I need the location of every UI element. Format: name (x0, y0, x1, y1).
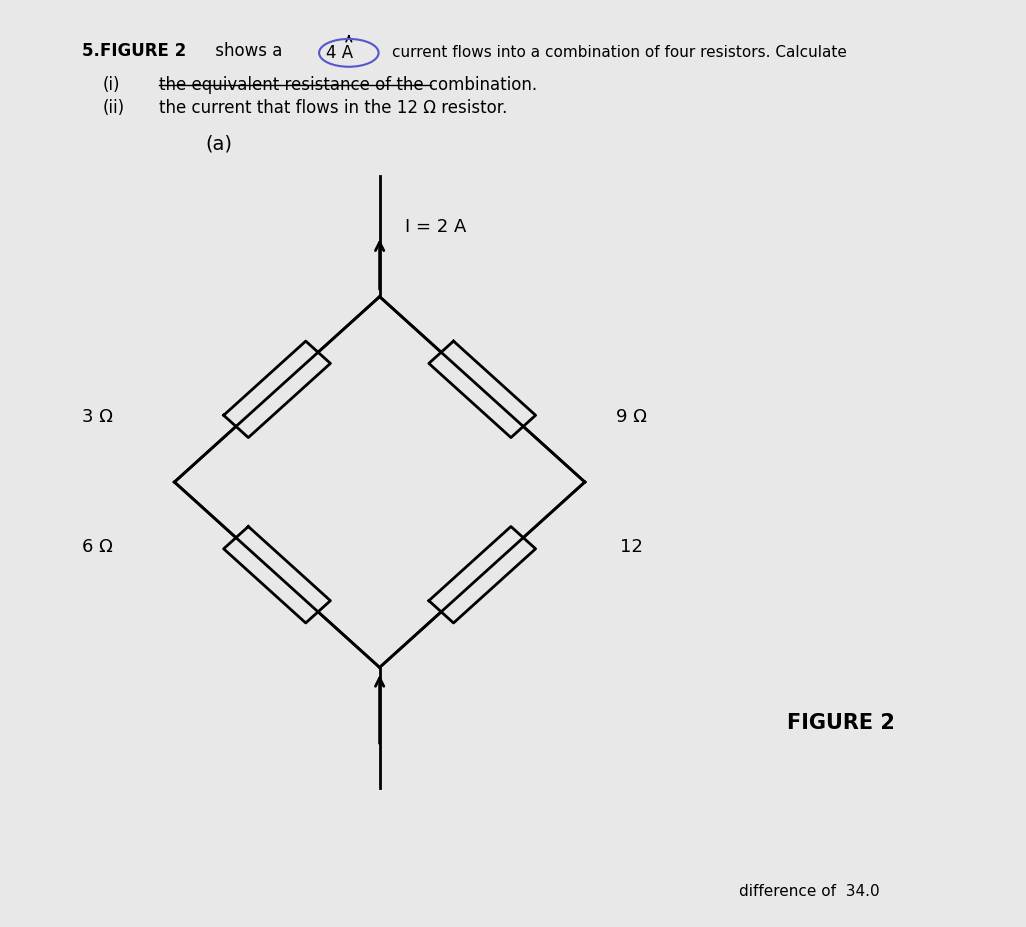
Text: FIGURE 2: FIGURE 2 (787, 713, 896, 733)
Text: I = 2 A: I = 2 A (405, 218, 467, 236)
Text: 6 Ω: 6 Ω (82, 538, 113, 556)
Text: the current that flows in the 12 Ω resistor.: the current that flows in the 12 Ω resis… (159, 99, 508, 117)
Text: difference of  34.0: difference of 34.0 (739, 884, 879, 899)
Text: the equivalent resistance of the combination.: the equivalent resistance of the combina… (159, 76, 538, 94)
Text: shows a: shows a (210, 42, 283, 59)
Text: 5.: 5. (82, 42, 106, 59)
Text: 9 Ω: 9 Ω (616, 408, 646, 426)
Text: (a): (a) (205, 134, 232, 153)
Text: current flows into a combination of four resistors. Calculate: current flows into a combination of four… (392, 45, 846, 60)
Text: 4 A: 4 A (326, 44, 353, 62)
Text: 3 Ω: 3 Ω (82, 408, 113, 426)
Text: FIGURE 2: FIGURE 2 (100, 42, 186, 59)
Text: (ii): (ii) (103, 99, 125, 117)
Text: (i): (i) (103, 76, 120, 94)
Text: 12: 12 (620, 538, 642, 556)
